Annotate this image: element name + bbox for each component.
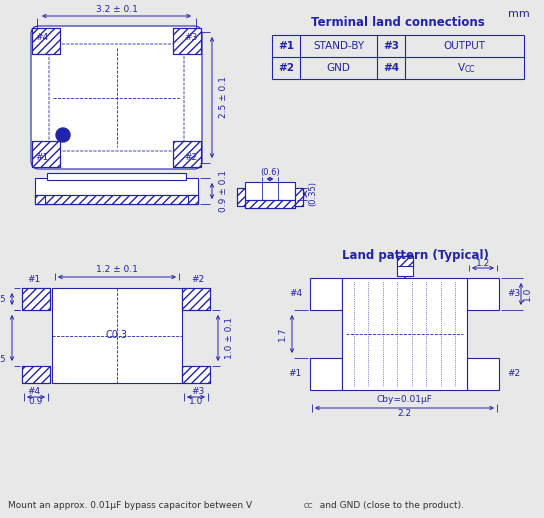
Text: 1.0: 1.0 [522, 287, 531, 301]
Bar [182, 288, 210, 310]
Bar [295, 188, 303, 206]
Bar [342, 278, 467, 390]
Text: 0.75: 0.75 [0, 295, 6, 304]
Bar [35, 30, 198, 165]
Text: 1.0: 1.0 [189, 397, 203, 407]
Text: C0.3: C0.3 [106, 330, 128, 340]
Text: Terminal land connections: Terminal land connections [311, 17, 485, 30]
Bar [32, 28, 60, 54]
Bar [182, 366, 210, 383]
Text: CC: CC [464, 65, 475, 75]
Text: #1: #1 [289, 369, 302, 379]
Text: #2: #2 [184, 153, 197, 163]
Bar [182, 366, 210, 383]
Text: #3: #3 [191, 386, 205, 396]
Bar [173, 141, 201, 167]
Bar [35, 195, 198, 204]
Text: 0.9 ± 0.1: 0.9 ± 0.1 [219, 170, 228, 212]
Bar [35, 178, 198, 204]
Bar [32, 141, 60, 167]
Text: #2: #2 [278, 63, 294, 73]
Text: 0.65: 0.65 [0, 355, 6, 364]
Bar [47, 173, 186, 180]
Bar [32, 28, 60, 54]
Bar [182, 288, 210, 310]
FancyBboxPatch shape [31, 26, 202, 169]
Bar [35, 195, 198, 204]
Bar [35, 178, 198, 204]
Text: STAND-BY: STAND-BY [313, 41, 364, 51]
Text: 1.7: 1.7 [277, 327, 287, 341]
Bar [245, 182, 295, 208]
Text: OUTPUT: OUTPUT [443, 41, 485, 51]
Text: #2: #2 [507, 369, 520, 379]
Circle shape [56, 128, 70, 142]
Text: Land pattern (Typical): Land pattern (Typical) [342, 249, 489, 262]
Text: #4: #4 [35, 33, 48, 41]
Text: 0.9: 0.9 [29, 397, 43, 407]
Bar [52, 288, 182, 383]
Text: 1.2 ± 0.1: 1.2 ± 0.1 [96, 266, 138, 275]
Bar [310, 358, 342, 390]
Text: #3: #3 [383, 41, 399, 51]
Bar [237, 188, 245, 206]
Text: and GND (close to the product).: and GND (close to the product). [314, 500, 464, 510]
Text: 2.5 ± 0.1: 2.5 ± 0.1 [219, 77, 228, 119]
Bar [173, 141, 201, 167]
Text: 1.2: 1.2 [476, 258, 490, 267]
Text: #3: #3 [507, 290, 520, 298]
Bar [22, 366, 50, 383]
Bar [295, 188, 303, 206]
Text: #4: #4 [383, 63, 399, 73]
Bar [397, 256, 412, 266]
Text: 2.2: 2.2 [398, 409, 412, 418]
Bar [245, 200, 295, 208]
Text: #1: #1 [27, 276, 41, 284]
Bar [22, 288, 50, 310]
Bar [173, 28, 201, 54]
Text: #1: #1 [35, 153, 48, 163]
Bar [32, 141, 60, 167]
Bar [188, 195, 198, 204]
Text: V: V [458, 63, 465, 73]
Text: GND: GND [326, 63, 350, 73]
Bar [22, 366, 50, 383]
Bar [237, 188, 245, 206]
Bar [467, 278, 499, 310]
Text: 3.2 ± 0.1: 3.2 ± 0.1 [96, 6, 138, 15]
Bar [22, 288, 50, 310]
Bar [245, 200, 295, 208]
Bar [173, 28, 201, 54]
Bar [467, 358, 499, 390]
Text: mm: mm [508, 9, 530, 19]
Bar [310, 278, 342, 310]
Text: (0.6): (0.6) [260, 168, 280, 178]
Text: #1: #1 [278, 41, 294, 51]
Text: Mount an approx. 0.01μF bypass capacitor between V: Mount an approx. 0.01μF bypass capacitor… [8, 500, 252, 510]
Text: #2: #2 [191, 276, 205, 284]
Text: #4: #4 [289, 290, 302, 298]
Bar [35, 195, 45, 204]
Text: 1.0 ± 0.1: 1.0 ± 0.1 [226, 317, 234, 359]
Text: CC: CC [304, 503, 313, 510]
Text: Cby=0.01μF: Cby=0.01μF [376, 396, 432, 405]
Text: (0.35): (0.35) [308, 180, 318, 206]
Text: #4: #4 [27, 386, 41, 396]
Text: #3: #3 [184, 33, 197, 41]
Bar [397, 256, 412, 276]
